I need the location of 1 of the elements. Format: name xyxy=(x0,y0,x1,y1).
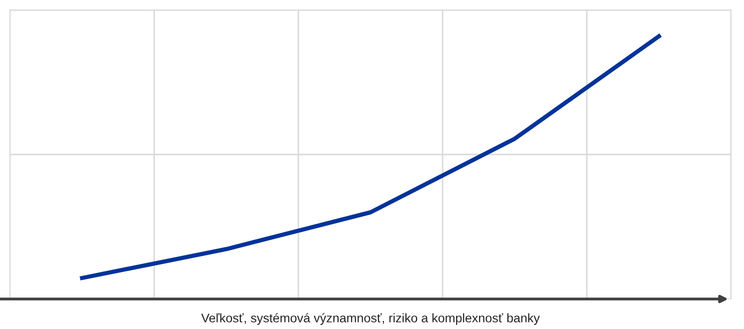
x-axis-title: Veľkosť, systémová významnosť, riziko a komplexnosť banky xyxy=(201,313,540,325)
